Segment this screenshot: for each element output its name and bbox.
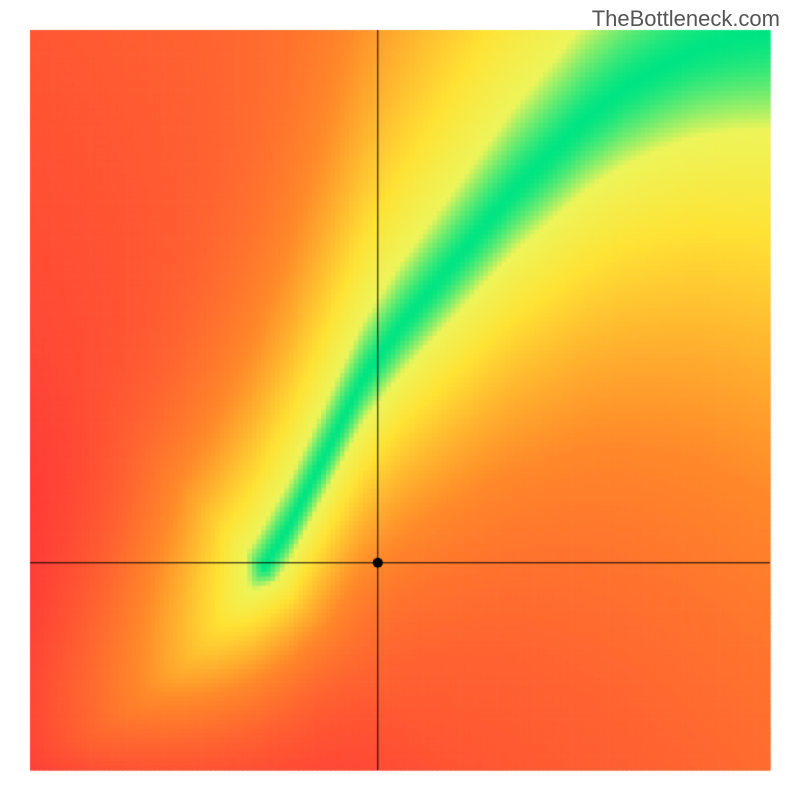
watermark-text: TheBottleneck.com (592, 6, 780, 32)
chart-container: TheBottleneck.com (0, 0, 800, 800)
heatmap-canvas (0, 0, 800, 800)
